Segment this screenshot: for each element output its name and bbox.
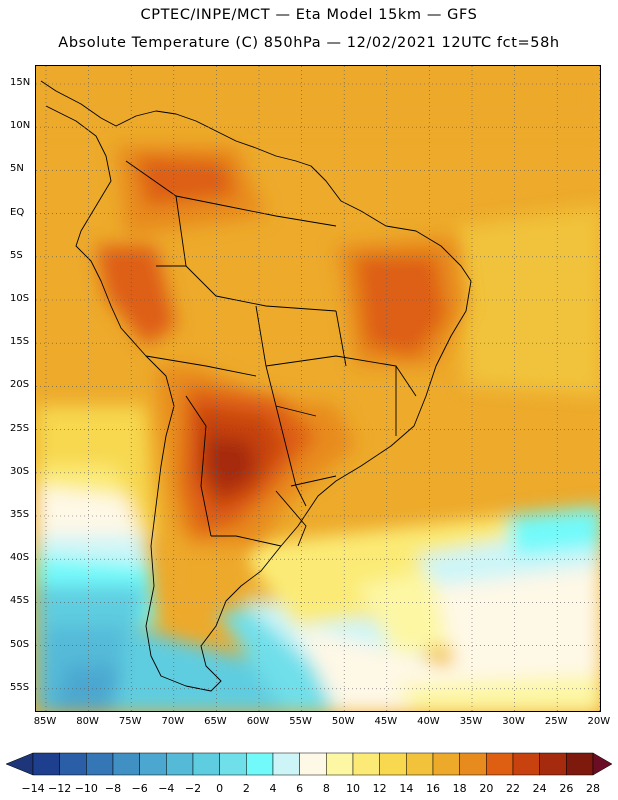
colorbar-high-arrow [593, 753, 612, 775]
latitude-label: 10S [10, 293, 29, 304]
colorbar-low-arrow [6, 753, 33, 775]
colorbar-segment [460, 753, 487, 775]
longitude-label: 65W [204, 716, 227, 727]
colorbar-segment [513, 753, 540, 775]
longitude-label: 40W [417, 716, 440, 727]
latitude-label: 25S [10, 423, 29, 434]
colorbar-tick-label: −12 [48, 782, 71, 795]
colorbar-tick-label: 20 [479, 782, 493, 795]
latitude-label: 35S [10, 509, 29, 520]
latitude-label: 50S [10, 639, 29, 650]
colorbar-segment [380, 753, 407, 775]
longitude-label: 30W [502, 716, 525, 727]
latitude-label: 30S [10, 466, 29, 477]
colorbar-tick-label: 12 [373, 782, 387, 795]
latitude-label: 5N [10, 163, 24, 174]
longitude-label: 35W [460, 716, 483, 727]
latitude-label: 5S [10, 250, 23, 261]
longitude-label: 75W [119, 716, 142, 727]
longitude-label: 60W [247, 716, 270, 727]
colorbar-tick-label: 22 [506, 782, 520, 795]
colorbar-segment [326, 753, 353, 775]
colorbar-tick-label: 24 [533, 782, 547, 795]
longitude-label: 80W [76, 716, 99, 727]
longitude-label: 70W [161, 716, 184, 727]
colorbar-segment [193, 753, 220, 775]
colorbar-tick-label: 10 [346, 782, 360, 795]
colorbar-segment [486, 753, 513, 775]
colorbar-tick-label: 2 [243, 782, 250, 795]
latitude-label: 15N [10, 77, 30, 88]
colorbar-tick-label: −4 [158, 782, 174, 795]
colorbar-segment [220, 753, 247, 775]
colorbar-segment [113, 753, 140, 775]
colorbar-segment [353, 753, 380, 775]
colorbar-tick-label: 18 [453, 782, 467, 795]
colorbar-segment [433, 753, 460, 775]
map-subtitle: Absolute Temperature (C) 850hPa — 12/02/… [0, 35, 618, 51]
colorbar-tick-label: 14 [399, 782, 413, 795]
colorbar-segment [60, 753, 87, 775]
colorbar-tick-label: 28 [586, 782, 600, 795]
colorbar-segment [540, 753, 567, 775]
colorbar-segment [86, 753, 113, 775]
colorbar-tick-label: 4 [270, 782, 277, 795]
colorbar-segment [566, 753, 593, 775]
colorbar-segment [273, 753, 300, 775]
colorbar-tick-label: 8 [323, 782, 330, 795]
longitude-label: 85W [34, 716, 57, 727]
longitude-label: 45W [374, 716, 397, 727]
colorbar-tick-label: 16 [426, 782, 440, 795]
colorbar-tick-label: −8 [105, 782, 121, 795]
temperature-map [35, 65, 601, 712]
latitude-label: 15S [10, 336, 29, 347]
colorbar-segment [33, 753, 60, 775]
longitude-label: 55W [289, 716, 312, 727]
colorbar-segment [140, 753, 167, 775]
colorbar-tick-label: 0 [216, 782, 223, 795]
longitude-label: 25W [545, 716, 568, 727]
colorbar-segment [246, 753, 273, 775]
colorbar-tick-label: −2 [185, 782, 201, 795]
longitude-label: 20W [587, 716, 610, 727]
map-title: CPTEC/INPE/MCT — Eta Model 15km — GFS [0, 7, 618, 23]
latitude-label: 20S [10, 379, 29, 390]
latitude-label: 45S [10, 595, 29, 606]
latitude-label: 55S [10, 682, 29, 693]
latitude-label: 10N [10, 120, 30, 131]
latitude-label: EQ [10, 207, 24, 218]
colorbar-tick-label: −14 [21, 782, 44, 795]
colorbar-segment [406, 753, 433, 775]
colorbar-tick-label: −10 [75, 782, 98, 795]
color-scale-bar [0, 748, 618, 782]
colorbar-tick-label: −6 [132, 782, 148, 795]
colorbar-tick-label: 26 [559, 782, 573, 795]
temperature-field [36, 66, 601, 712]
colorbar-segment [166, 753, 193, 775]
longitude-label: 50W [332, 716, 355, 727]
colorbar-segment [300, 753, 327, 775]
latitude-label: 40S [10, 552, 29, 563]
colorbar-tick-label: 6 [296, 782, 303, 795]
